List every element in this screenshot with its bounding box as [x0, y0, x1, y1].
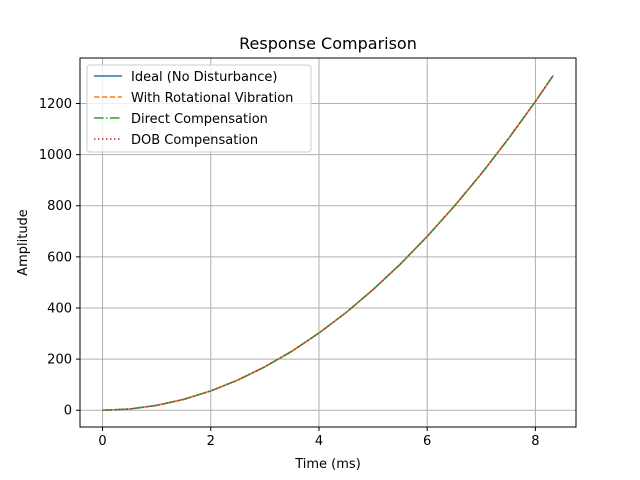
legend-label: DOB Compensation: [131, 133, 258, 148]
x-tick-label: 8: [531, 434, 539, 449]
y-tick-label: 800: [47, 199, 72, 214]
y-tick-label: 1000: [39, 148, 72, 163]
legend-label: With Rotational Vibration: [131, 91, 293, 106]
legend-label: Ideal (No Disturbance): [131, 70, 277, 85]
y-tick-label: 600: [47, 250, 72, 265]
axis-ticks: 0 2 4 6 8 0 200 400 600 800 1000 1200: [39, 97, 540, 449]
x-tick-label: 2: [207, 434, 215, 449]
plot-frame: [79, 57, 577, 428]
x-tick-label: 4: [315, 434, 323, 449]
legend-box: [86, 64, 312, 153]
series-lines: [102, 74, 554, 411]
y-tick-label: 0: [64, 404, 72, 419]
legend-label: Direct Compensation: [131, 112, 268, 127]
y-axis-label: Amplitude: [16, 209, 31, 276]
x-tick-label: 6: [423, 434, 431, 449]
legend: Ideal (No Disturbance) With Rotational Vi…: [86, 64, 312, 153]
x-axis-label: Time (ms): [294, 457, 361, 472]
chart-title: Response Comparison: [239, 34, 417, 53]
x-tick-label: 0: [98, 434, 106, 449]
y-tick-label: 200: [47, 353, 72, 368]
series-line-4: [102, 74, 554, 411]
y-tick-label: 400: [47, 301, 72, 316]
y-tick-label: 1200: [39, 97, 72, 112]
